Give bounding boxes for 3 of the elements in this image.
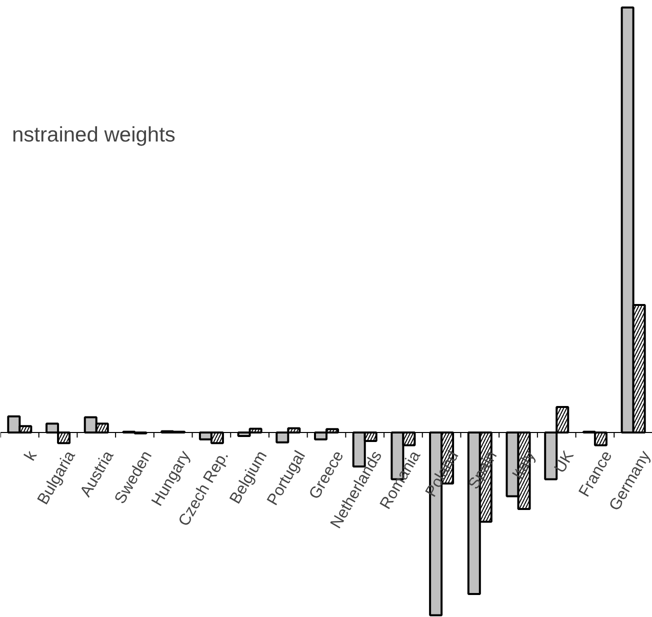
x-tick-label: UK — [552, 448, 578, 476]
x-tick-label: k — [22, 447, 41, 464]
annotation: nstrained weights — [12, 124, 176, 147]
